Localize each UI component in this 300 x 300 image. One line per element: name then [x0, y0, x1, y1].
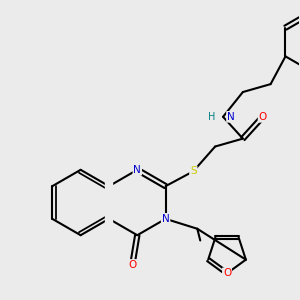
Text: N: N [227, 112, 235, 122]
Text: N: N [162, 214, 170, 224]
Text: N: N [134, 165, 141, 175]
Text: O: O [223, 268, 231, 278]
Text: O: O [259, 112, 267, 122]
Text: S: S [190, 166, 196, 176]
Text: H: H [208, 112, 215, 122]
Text: O: O [128, 260, 136, 270]
